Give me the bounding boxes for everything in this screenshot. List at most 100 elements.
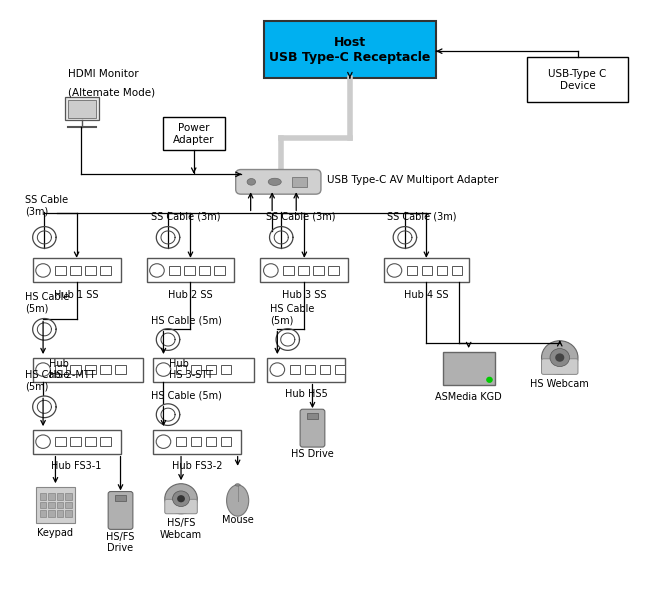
Text: Host
USB Type-C Receptacle: Host USB Type-C Receptacle [269, 36, 430, 64]
Text: HS Cable (5m): HS Cable (5m) [151, 316, 222, 326]
Text: Hub 4 SS: Hub 4 SS [404, 291, 449, 300]
Text: HS Cable (5m): HS Cable (5m) [151, 391, 222, 401]
Circle shape [542, 341, 578, 375]
Bar [33, 430, 121, 454]
Bar [199, 265, 210, 275]
Bar [147, 259, 234, 283]
Text: Hub FS3-1: Hub FS3-1 [51, 462, 102, 471]
Bar [65, 510, 72, 517]
Bar [163, 117, 224, 150]
Bar [70, 265, 81, 275]
Bar [307, 413, 317, 419]
Text: HS Webcam: HS Webcam [531, 379, 589, 389]
Text: Hub 2 SS: Hub 2 SS [168, 291, 212, 300]
Ellipse shape [226, 485, 249, 516]
Text: HS/FS
Webcam: HS/FS Webcam [160, 518, 202, 539]
Bar [176, 365, 186, 375]
Bar [335, 365, 345, 375]
Text: USB Type-C AV Multiport Adapter: USB Type-C AV Multiport Adapter [327, 175, 498, 185]
Ellipse shape [268, 178, 282, 186]
FancyBboxPatch shape [300, 409, 325, 447]
Text: SS Cable (3m): SS Cable (3m) [266, 211, 335, 221]
Bar [40, 501, 46, 508]
Text: HS Cable
(5m): HS Cable (5m) [270, 304, 315, 326]
Bar [48, 501, 55, 508]
Text: Hub 3 SS: Hub 3 SS [282, 291, 327, 300]
Bar [185, 265, 195, 275]
Bar [328, 265, 339, 275]
Bar [56, 365, 66, 375]
Bar [100, 437, 111, 446]
Bar [65, 501, 72, 508]
Text: HS/FS
Drive: HS/FS Drive [106, 531, 135, 554]
Bar [206, 365, 216, 375]
Text: HS Cable
(5m): HS Cable (5m) [25, 370, 69, 392]
Bar [169, 265, 180, 275]
Text: Keypad: Keypad [37, 528, 74, 538]
Bar [191, 437, 201, 446]
Bar [65, 493, 72, 500]
Ellipse shape [247, 178, 256, 185]
Bar [40, 493, 46, 500]
FancyBboxPatch shape [108, 492, 133, 530]
Bar [191, 365, 201, 375]
Bar [33, 357, 143, 381]
Text: Hub
HS 2-MTT: Hub HS 2-MTT [49, 359, 96, 381]
Bar [56, 437, 66, 446]
Bar [176, 437, 186, 446]
Bar [40, 510, 46, 517]
FancyBboxPatch shape [236, 170, 321, 194]
Bar [116, 365, 125, 375]
Bar [86, 437, 96, 446]
Text: Hub
HS 3-STT: Hub HS 3-STT [169, 359, 213, 381]
Ellipse shape [235, 484, 240, 486]
Bar [206, 437, 216, 446]
Text: (Altemate Mode): (Altemate Mode) [68, 87, 155, 97]
Text: Hub 1 SS: Hub 1 SS [54, 291, 99, 300]
Bar [260, 259, 349, 283]
Bar [298, 265, 309, 275]
Bar [220, 365, 231, 375]
Bar [100, 265, 111, 275]
Bar [291, 177, 307, 187]
Bar [290, 365, 300, 375]
Bar [48, 493, 55, 500]
FancyBboxPatch shape [542, 359, 578, 375]
Bar [70, 365, 81, 375]
Bar [267, 357, 345, 381]
Bar [48, 510, 55, 517]
Text: Hub FS3-2: Hub FS3-2 [172, 462, 222, 471]
Bar [443, 351, 495, 384]
Bar [100, 365, 111, 375]
Bar [220, 437, 231, 446]
Bar [305, 365, 315, 375]
Text: SS Cable
(3m): SS Cable (3m) [25, 195, 68, 216]
Bar [319, 365, 330, 375]
Text: USB-Type C
Device: USB-Type C Device [548, 69, 607, 91]
Text: SS Cable (3m): SS Cable (3m) [151, 211, 220, 221]
Bar [264, 21, 436, 78]
Bar [153, 430, 241, 454]
Bar [36, 487, 75, 523]
Bar [452, 265, 462, 275]
Bar [284, 265, 293, 275]
Bar [86, 365, 96, 375]
Bar [116, 495, 125, 501]
Bar [153, 357, 254, 381]
Bar [422, 265, 432, 275]
Text: HDMI Monitor: HDMI Monitor [68, 69, 139, 79]
Bar [65, 97, 99, 120]
Circle shape [177, 495, 185, 502]
Bar [56, 510, 63, 517]
Bar [437, 265, 447, 275]
Text: Mouse: Mouse [222, 515, 254, 525]
Text: HS Cable
(5m): HS Cable (5m) [25, 292, 69, 314]
Bar [407, 265, 417, 275]
Text: HS Drive: HS Drive [291, 449, 334, 459]
Bar [86, 265, 96, 275]
Bar [33, 259, 121, 283]
Bar [214, 265, 224, 275]
Circle shape [550, 349, 570, 367]
Bar [70, 437, 81, 446]
Bar [56, 265, 66, 275]
